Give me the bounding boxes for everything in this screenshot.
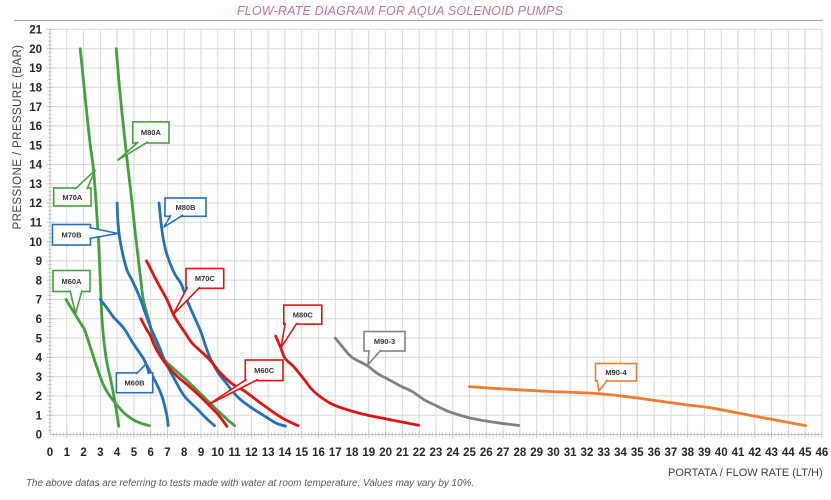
svg-text:8: 8 (36, 275, 43, 287)
svg-text:32: 32 (581, 447, 594, 459)
svg-text:M70C: M70C (195, 274, 216, 283)
svg-text:4: 4 (36, 353, 43, 365)
svg-text:41: 41 (732, 447, 745, 459)
svg-text:10: 10 (29, 237, 42, 249)
svg-text:18: 18 (29, 82, 42, 94)
svg-text:11: 11 (30, 218, 43, 230)
svg-text:29: 29 (530, 447, 543, 459)
svg-text:M70A: M70A (62, 193, 83, 202)
svg-text:31: 31 (564, 447, 577, 459)
svg-text:1: 1 (36, 410, 43, 422)
svg-text:M80C: M80C (293, 310, 314, 319)
svg-text:3: 3 (97, 447, 103, 459)
svg-text:24: 24 (446, 447, 459, 459)
svg-text:M60B: M60B (125, 379, 146, 388)
svg-text:40: 40 (715, 447, 728, 459)
svg-text:19: 19 (29, 63, 42, 75)
svg-text:17: 17 (329, 447, 342, 459)
svg-text:8: 8 (181, 447, 188, 459)
svg-text:M90-4: M90-4 (605, 368, 627, 377)
svg-text:27: 27 (497, 447, 510, 459)
svg-text:11: 11 (228, 447, 241, 459)
svg-text:13: 13 (29, 179, 42, 191)
svg-text:12: 12 (245, 447, 258, 459)
svg-text:5: 5 (36, 333, 43, 345)
svg-text:5: 5 (131, 447, 138, 459)
svg-text:22: 22 (413, 447, 426, 459)
svg-text:18: 18 (346, 447, 359, 459)
svg-text:12: 12 (29, 198, 42, 210)
svg-text:21: 21 (29, 25, 42, 37)
svg-text:39: 39 (698, 447, 711, 459)
svg-text:M90-3: M90-3 (374, 337, 395, 346)
svg-text:6: 6 (36, 314, 42, 326)
svg-text:7: 7 (36, 295, 42, 307)
svg-text:16: 16 (312, 447, 325, 459)
svg-text:6: 6 (147, 447, 153, 459)
svg-text:3: 3 (36, 372, 42, 384)
svg-text:0: 0 (47, 447, 53, 459)
svg-text:46: 46 (815, 447, 828, 459)
svg-text:21: 21 (396, 447, 409, 459)
svg-text:17: 17 (29, 102, 42, 114)
svg-text:7: 7 (164, 447, 170, 459)
svg-text:14: 14 (279, 447, 292, 459)
svg-text:M70B: M70B (61, 231, 82, 240)
svg-text:1: 1 (64, 447, 71, 459)
svg-text:38: 38 (681, 447, 694, 459)
svg-text:36: 36 (648, 447, 661, 459)
svg-text:14: 14 (29, 160, 42, 172)
svg-text:28: 28 (513, 447, 526, 459)
svg-text:0: 0 (36, 430, 42, 442)
svg-text:20: 20 (29, 44, 42, 56)
svg-text:15: 15 (295, 447, 308, 459)
svg-text:13: 13 (262, 447, 275, 459)
svg-text:20: 20 (379, 447, 392, 459)
svg-text:M80A: M80A (141, 128, 162, 137)
svg-text:45: 45 (799, 447, 812, 459)
svg-text:26: 26 (480, 447, 493, 459)
svg-text:9: 9 (36, 256, 42, 268)
svg-text:33: 33 (597, 447, 610, 459)
svg-text:19: 19 (362, 447, 375, 459)
svg-text:34: 34 (614, 447, 627, 459)
svg-text:M60A: M60A (61, 277, 82, 286)
svg-text:2: 2 (36, 391, 42, 403)
svg-text:30: 30 (547, 447, 560, 459)
svg-text:42: 42 (748, 447, 761, 459)
svg-text:9: 9 (198, 447, 204, 459)
svg-text:4: 4 (114, 447, 121, 459)
svg-text:43: 43 (765, 447, 778, 459)
svg-text:10: 10 (211, 447, 224, 459)
svg-text:44: 44 (782, 447, 795, 459)
svg-text:37: 37 (664, 447, 677, 459)
svg-text:M80B: M80B (175, 203, 196, 212)
svg-text:23: 23 (430, 447, 443, 459)
svg-text:16: 16 (29, 121, 42, 133)
svg-text:25: 25 (463, 447, 476, 459)
svg-text:35: 35 (631, 447, 644, 459)
svg-text:15: 15 (29, 140, 42, 152)
svg-text:M60C: M60C (254, 366, 275, 375)
svg-text:2: 2 (80, 447, 86, 459)
